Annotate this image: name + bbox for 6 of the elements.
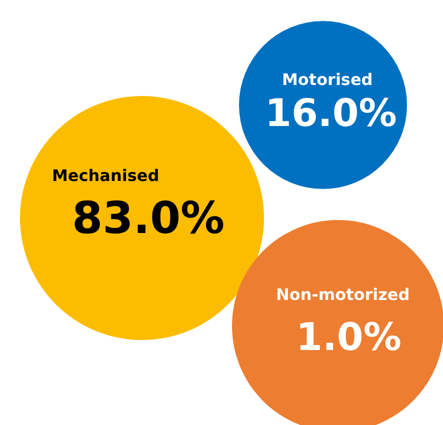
category-label: Motorised [282, 70, 373, 89]
category-label: Non-motorized [276, 285, 410, 304]
data-label: 1.0% [296, 315, 402, 359]
data-label: 83.0% [72, 193, 225, 244]
data-label: 16.0% [265, 91, 397, 135]
category-label: Mechanised [52, 166, 160, 185]
